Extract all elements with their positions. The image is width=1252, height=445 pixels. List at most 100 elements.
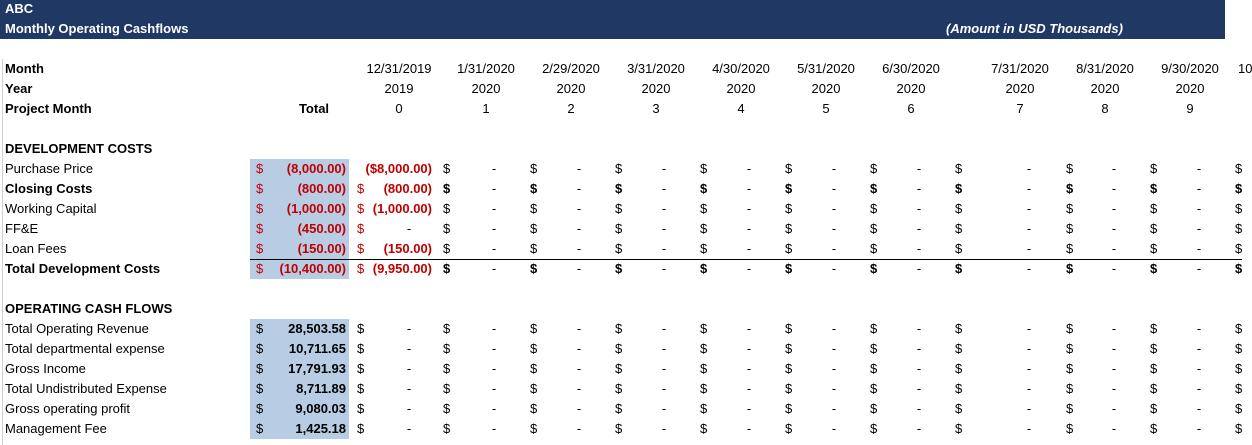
currency: $ <box>256 161 264 176</box>
nil-value: - <box>1026 201 1032 216</box>
currency: $ <box>1150 181 1158 196</box>
currency: $ <box>1150 241 1158 256</box>
currency: $ <box>1235 201 1243 216</box>
currency: $ <box>785 261 793 276</box>
nil-value: - <box>746 241 752 256</box>
nil-value: - <box>1196 381 1202 396</box>
column-header: 2020 <box>811 81 841 96</box>
currency: $ <box>700 161 708 176</box>
nil-value: - <box>916 361 922 376</box>
currency: $ <box>1235 421 1243 436</box>
currency: $ <box>1066 421 1074 436</box>
nil-value: - <box>746 361 752 376</box>
column-header: 5/31/2020 <box>797 61 855 76</box>
currency: $ <box>700 361 708 376</box>
total-value: 28,503.58 <box>288 321 346 336</box>
total-value: (1,000.00) <box>286 201 346 216</box>
nil-value: - <box>1111 221 1117 236</box>
column-header: 3/31/2020 <box>627 61 685 76</box>
total-value: (8,000.00) <box>286 161 346 176</box>
nil-value: - <box>831 321 837 336</box>
column-header: 6/30/2020 <box>882 61 940 76</box>
nil-value: - <box>576 241 582 256</box>
currency: $ <box>357 201 365 216</box>
currency: $ <box>1150 381 1158 396</box>
section-title: DEVELOPMENT COSTS <box>5 141 153 156</box>
currency: $ <box>357 381 365 396</box>
currency: $ <box>443 221 451 236</box>
currency: $ <box>1150 221 1158 236</box>
nil-value: - <box>1196 341 1202 356</box>
nil-value: - <box>406 421 412 436</box>
nil-value: - <box>1111 261 1117 276</box>
nil-value: - <box>1196 201 1202 216</box>
currency: $ <box>357 321 365 336</box>
row-label: Project Month <box>5 101 92 116</box>
column-header: 10 <box>1238 61 1252 76</box>
column-header: 0 <box>395 101 403 116</box>
currency: $ <box>256 401 264 416</box>
currency: $ <box>443 201 451 216</box>
nil-value: - <box>661 381 667 396</box>
nil-value: - <box>1026 261 1032 276</box>
nil-value: - <box>1026 421 1032 436</box>
nil-value: - <box>661 361 667 376</box>
currency: $ <box>1150 421 1158 436</box>
currency: $ <box>955 341 963 356</box>
nil-value: - <box>831 401 837 416</box>
currency: $ <box>1066 261 1074 276</box>
currency: $ <box>443 421 451 436</box>
nil-value: - <box>491 341 497 356</box>
currency: $ <box>955 361 963 376</box>
currency: $ <box>530 201 538 216</box>
nil-value: - <box>916 261 922 276</box>
column-header: 2020 <box>471 81 501 96</box>
column-header: 2020 <box>896 81 926 96</box>
currency: $ <box>530 421 538 436</box>
currency: $ <box>615 221 623 236</box>
currency: $ <box>870 321 878 336</box>
currency: $ <box>1066 361 1074 376</box>
nil-value: - <box>661 201 667 216</box>
currency: $ <box>870 221 878 236</box>
column-header: 1 <box>482 101 490 116</box>
nil-value: - <box>576 341 582 356</box>
nil-value: - <box>661 341 667 356</box>
nil-value: - <box>576 221 582 236</box>
nil-value: - <box>746 201 752 216</box>
nil-value: - <box>576 381 582 396</box>
nil-value: - <box>831 341 837 356</box>
column-header: 2019 <box>384 81 414 96</box>
currency: $ <box>1150 401 1158 416</box>
nil-value: - <box>406 341 412 356</box>
currency: $ <box>785 421 793 436</box>
currency: $ <box>785 321 793 336</box>
nil-value: - <box>576 161 582 176</box>
nil-value: - <box>406 381 412 396</box>
currency: $ <box>443 401 451 416</box>
nil-value: - <box>491 181 497 196</box>
row-label: Purchase Price <box>5 161 94 176</box>
total-value: 8,711.89 <box>296 381 346 396</box>
nil-value: - <box>746 341 752 356</box>
currency: $ <box>1150 261 1158 276</box>
currency: $ <box>1235 321 1243 336</box>
currency: $ <box>357 341 365 356</box>
currency: $ <box>1235 161 1243 176</box>
nil-value: - <box>661 181 667 196</box>
nil-value: - <box>576 201 582 216</box>
currency: $ <box>443 181 451 196</box>
currency: $ <box>700 201 708 216</box>
nil-value: - <box>1111 161 1117 176</box>
row-label: Total Development Costs <box>5 261 161 276</box>
nil-value: - <box>831 261 837 276</box>
currency: $ <box>530 381 538 396</box>
column-header: 2020 <box>1090 81 1120 96</box>
currency: $ <box>870 381 878 396</box>
nil-value: - <box>661 161 667 176</box>
nil-value: - <box>831 241 837 256</box>
nil-value: - <box>491 401 497 416</box>
currency: $ <box>785 201 793 216</box>
nil-value: - <box>1026 161 1032 176</box>
row-label: Total departmental expense <box>5 341 165 356</box>
